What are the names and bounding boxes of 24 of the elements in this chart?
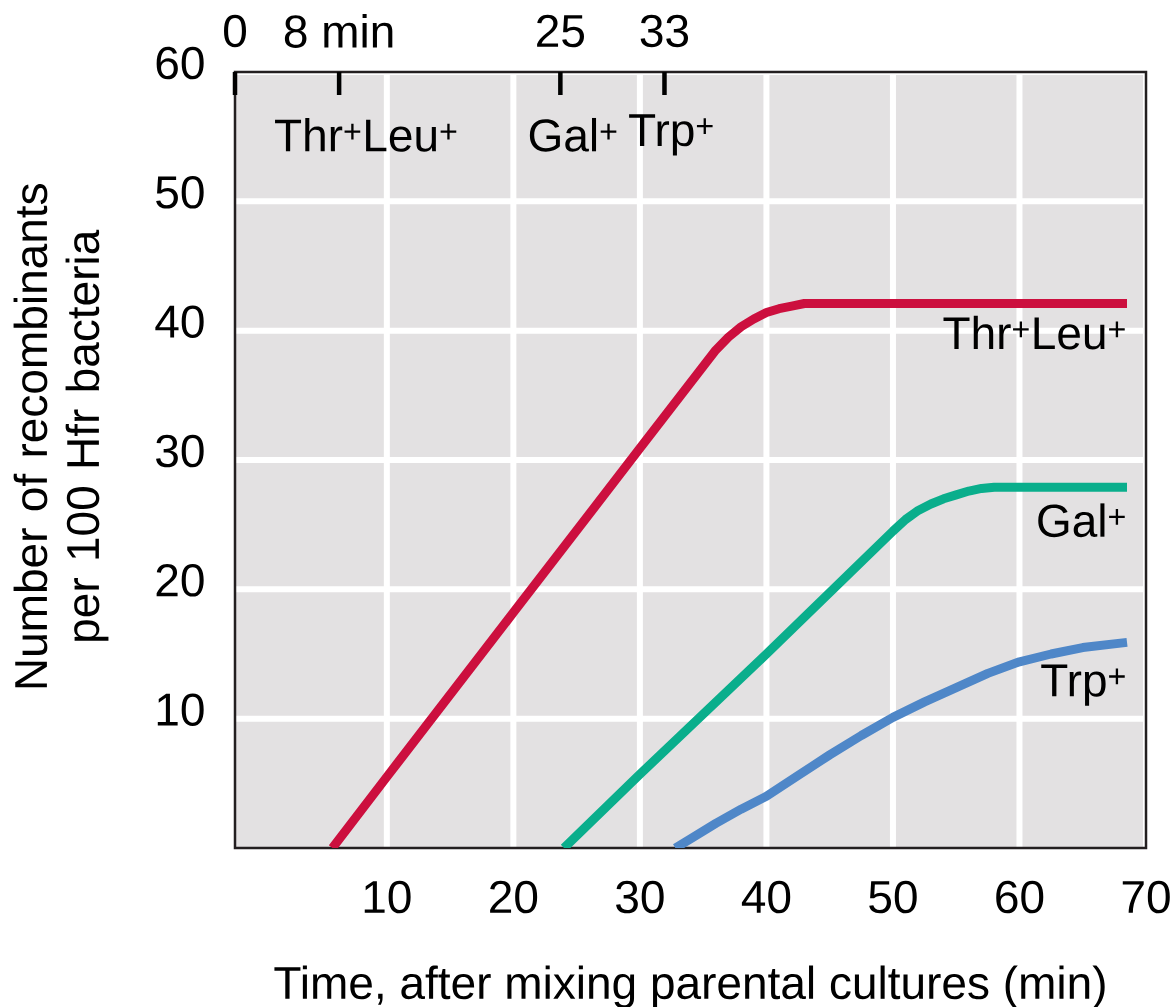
- x-tick-label: 40: [741, 880, 791, 914]
- annotation: Gal$^{+}$: [529, 117, 617, 152]
- annotation: Thr$^{+}$Leu$^{+}$: [275, 117, 457, 152]
- annotation: Trp$^{+}$: [629, 114, 713, 156]
- y-tick-label: 20: [156, 564, 204, 597]
- y-tick-label: 10: [157, 693, 204, 726]
- x-tick-label: 60: [996, 880, 1044, 914]
- y-tick-label: 30: [156, 434, 204, 468]
- y-axis-title: Number of recombinants per 100 Hfr bacteria: [13, 184, 109, 688]
- x2-tick-label: 0: [224, 14, 246, 48]
- series-label: Gal$^{+}$: [1038, 503, 1125, 538]
- x-tick-label: 30: [616, 880, 664, 914]
- y-tick-label: 50: [156, 176, 204, 209]
- y-tick-label: 40: [155, 305, 204, 338]
- x-tick-label: 70: [1122, 880, 1170, 914]
- x-tick-label: 20: [490, 880, 538, 914]
- x-tick-label: 50: [869, 880, 917, 914]
- x-tick-label: 10: [364, 880, 411, 914]
- x2-tick-label: 8 min: [284, 14, 393, 48]
- x2-tick-label: 25: [537, 14, 585, 48]
- x2-tick-label: 33: [640, 14, 689, 48]
- series-label: Trp$^{+}$: [1041, 664, 1125, 706]
- series-label: Thr$^{+}$Leu$^{+}$: [943, 315, 1125, 350]
- y-tick-label: 60: [156, 46, 204, 80]
